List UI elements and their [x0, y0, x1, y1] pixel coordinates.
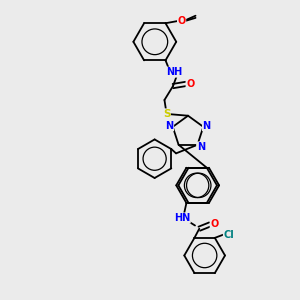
- Text: S: S: [163, 109, 170, 119]
- Text: O: O: [210, 219, 218, 230]
- Text: N: N: [196, 142, 205, 152]
- Text: N: N: [166, 121, 174, 131]
- Text: O: O: [178, 16, 186, 26]
- Text: N: N: [202, 121, 211, 131]
- Text: HN: HN: [174, 213, 190, 223]
- Text: Cl: Cl: [224, 230, 234, 240]
- Text: O: O: [186, 79, 194, 89]
- Text: NH: NH: [166, 67, 182, 77]
